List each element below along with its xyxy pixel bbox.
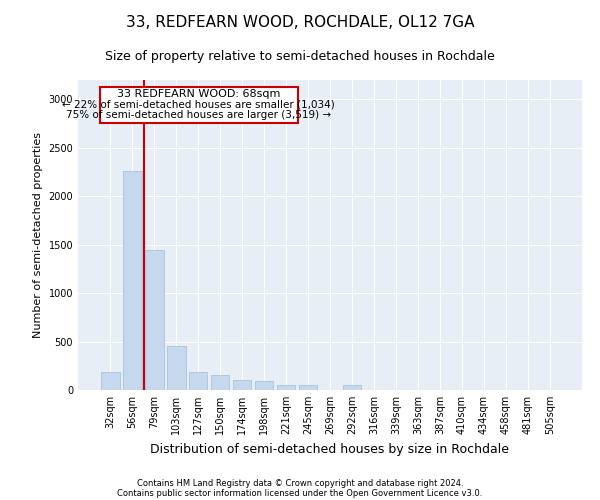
Bar (277, 385, 295, 390)
Bar (101, 372, 119, 390)
Text: Contains public sector information licensed under the Open Government Licence v3: Contains public sector information licen… (118, 488, 482, 498)
Bar (167, 346, 185, 390)
Bar (299, 385, 317, 390)
Bar (100, 87, 298, 122)
Text: 75% of semi-detached houses are larger (3,519) →: 75% of semi-detached houses are larger (… (66, 110, 331, 120)
Text: 33 REDFEARN WOOD: 68sqm: 33 REDFEARN WOOD: 68sqm (117, 89, 280, 99)
Bar (145, 250, 164, 390)
X-axis label: Distribution of semi-detached houses by size in Rochdale: Distribution of semi-detached houses by … (151, 442, 509, 456)
Bar (211, 376, 229, 390)
Bar (123, 171, 142, 390)
Text: 33, REDFEARN WOOD, ROCHDALE, OL12 7GA: 33, REDFEARN WOOD, ROCHDALE, OL12 7GA (126, 15, 474, 30)
Bar (189, 372, 208, 390)
Bar (233, 380, 251, 390)
Text: Size of property relative to semi-detached houses in Rochdale: Size of property relative to semi-detach… (105, 50, 495, 63)
Text: Contains HM Land Registry data © Crown copyright and database right 2024.: Contains HM Land Registry data © Crown c… (137, 478, 463, 488)
Bar (255, 381, 274, 390)
Y-axis label: Number of semi-detached properties: Number of semi-detached properties (33, 132, 43, 338)
Text: ← 22% of semi-detached houses are smaller (1,034): ← 22% of semi-detached houses are smalle… (62, 100, 335, 110)
Bar (343, 384, 361, 390)
